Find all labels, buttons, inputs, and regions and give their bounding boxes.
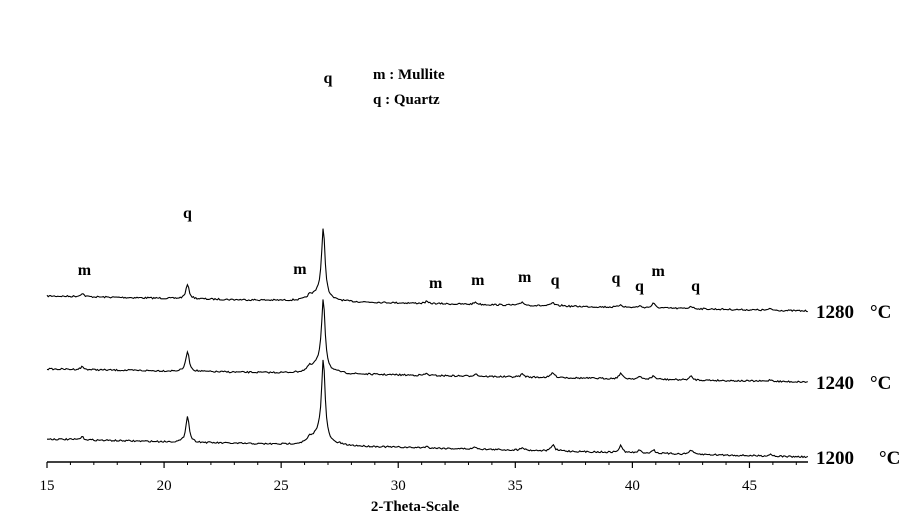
trace-1240 <box>46 299 808 384</box>
peak-label-quartz: q <box>691 278 700 295</box>
x-axis-title: 2-Theta-Scale <box>371 499 460 513</box>
legend-entry-quartz: q : Quartz <box>373 92 440 108</box>
legend-entry-mullite: m : Mullite <box>373 67 445 83</box>
trace-layer <box>46 228 809 459</box>
series-label-1200: 1200 <box>816 448 854 469</box>
peak-label-quartz: q <box>551 272 560 289</box>
peak-label-mullite: m <box>293 261 307 278</box>
series-label-1280: 1280 <box>816 302 854 323</box>
series-unit-label: °C <box>879 448 900 469</box>
x-tick-label: 45 <box>742 478 757 494</box>
peak-label-mullite: m <box>471 272 485 289</box>
series-unit-label: °C <box>870 302 891 323</box>
trace-1280 <box>46 228 808 313</box>
peak-label-quartz: q <box>635 278 644 295</box>
x-axis: 15 20 25 30 35 40 45 <box>40 461 808 494</box>
peak-label-quartz: q <box>612 270 621 287</box>
x-tick-group: 15 20 25 30 35 40 45 <box>40 462 797 494</box>
series-unit-label: °C <box>870 373 891 394</box>
x-tick-label: 35 <box>508 478 523 494</box>
series-label-group: 1280 °C 1240 °C 1200 °C <box>816 302 900 469</box>
peak-label-mullite: m <box>429 275 443 292</box>
series-label-1240: 1240 <box>816 373 854 394</box>
x-tick-label: 25 <box>274 478 289 494</box>
legend: m : Mullite q : Quartz <box>373 67 445 108</box>
peak-label-quartz: q <box>324 70 333 87</box>
peak-label-mullite: m <box>78 262 92 279</box>
x-tick-label: 15 <box>40 478 55 494</box>
trace-1200 <box>47 359 809 459</box>
peak-label-mullite: m <box>651 263 665 280</box>
x-tick-label: 40 <box>625 478 640 494</box>
peak-label-quartz: q <box>183 205 192 222</box>
x-tick-label: 30 <box>391 478 406 494</box>
peak-label-mullite: m <box>518 269 532 286</box>
x-tick-label: 20 <box>157 478 172 494</box>
